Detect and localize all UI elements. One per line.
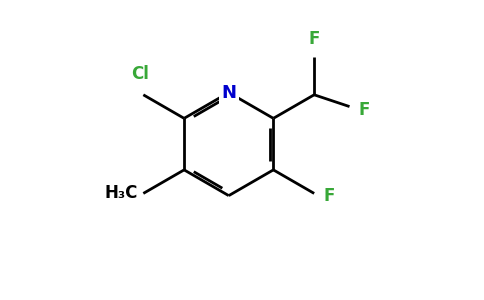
Text: Cl: Cl xyxy=(132,65,150,83)
Text: F: F xyxy=(358,100,370,118)
Text: F: F xyxy=(323,188,334,206)
Text: H₃C: H₃C xyxy=(104,184,137,202)
Text: F: F xyxy=(308,30,320,48)
Text: N: N xyxy=(221,84,236,102)
